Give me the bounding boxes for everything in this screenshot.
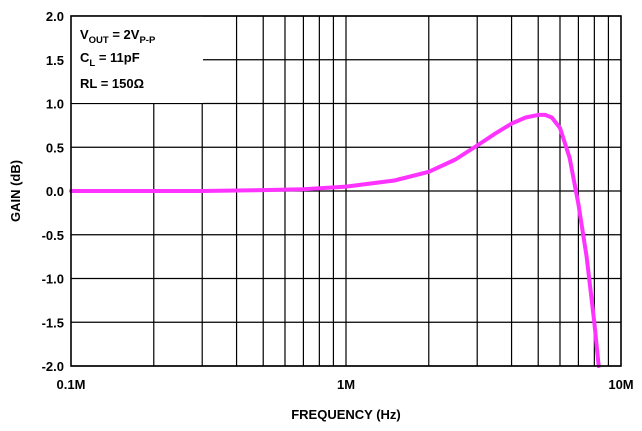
legend-rl: RL = 150Ω [80, 76, 144, 91]
y-tick-label: 0.0 [46, 184, 64, 199]
gain-curve [69, 112, 601, 368]
y-tick-label: -1.0 [42, 272, 64, 287]
x-axis-title: FREQUENCY (Hz) [291, 407, 401, 422]
legend-box: VOUT = 2VP-P CL = 11pF RL = 150Ω [71, 16, 203, 103]
x-tick-label: 1M [337, 377, 355, 392]
x-tick-labels: 0.1M 1M 10M [57, 377, 634, 392]
legend-cl: CL = 11pF [80, 50, 140, 69]
y-tick-label: -2.0 [42, 359, 64, 374]
legend-vout: VOUT = 2VP-P [80, 27, 156, 46]
plot-frame [70, 15, 622, 367]
y-tick-label: 1.5 [46, 53, 64, 68]
x-tick-label: 0.1M [57, 377, 86, 392]
curve-layer [69, 112, 601, 368]
y-tick-label: 2.0 [46, 9, 64, 24]
y-tick-label: -0.5 [42, 228, 64, 243]
y-tick-label: 0.5 [46, 140, 64, 155]
y-axis-title: GAIN (dB) [8, 160, 23, 222]
y-tick-labels: 2.0 1.5 1.0 0.5 0.0 -0.5 -1.0 -1.5 -2.0 [42, 9, 64, 374]
y-tick-label: -1.5 [42, 315, 64, 330]
y-tick-label: 1.0 [46, 97, 64, 112]
x-tick-label: 10M [608, 377, 633, 392]
